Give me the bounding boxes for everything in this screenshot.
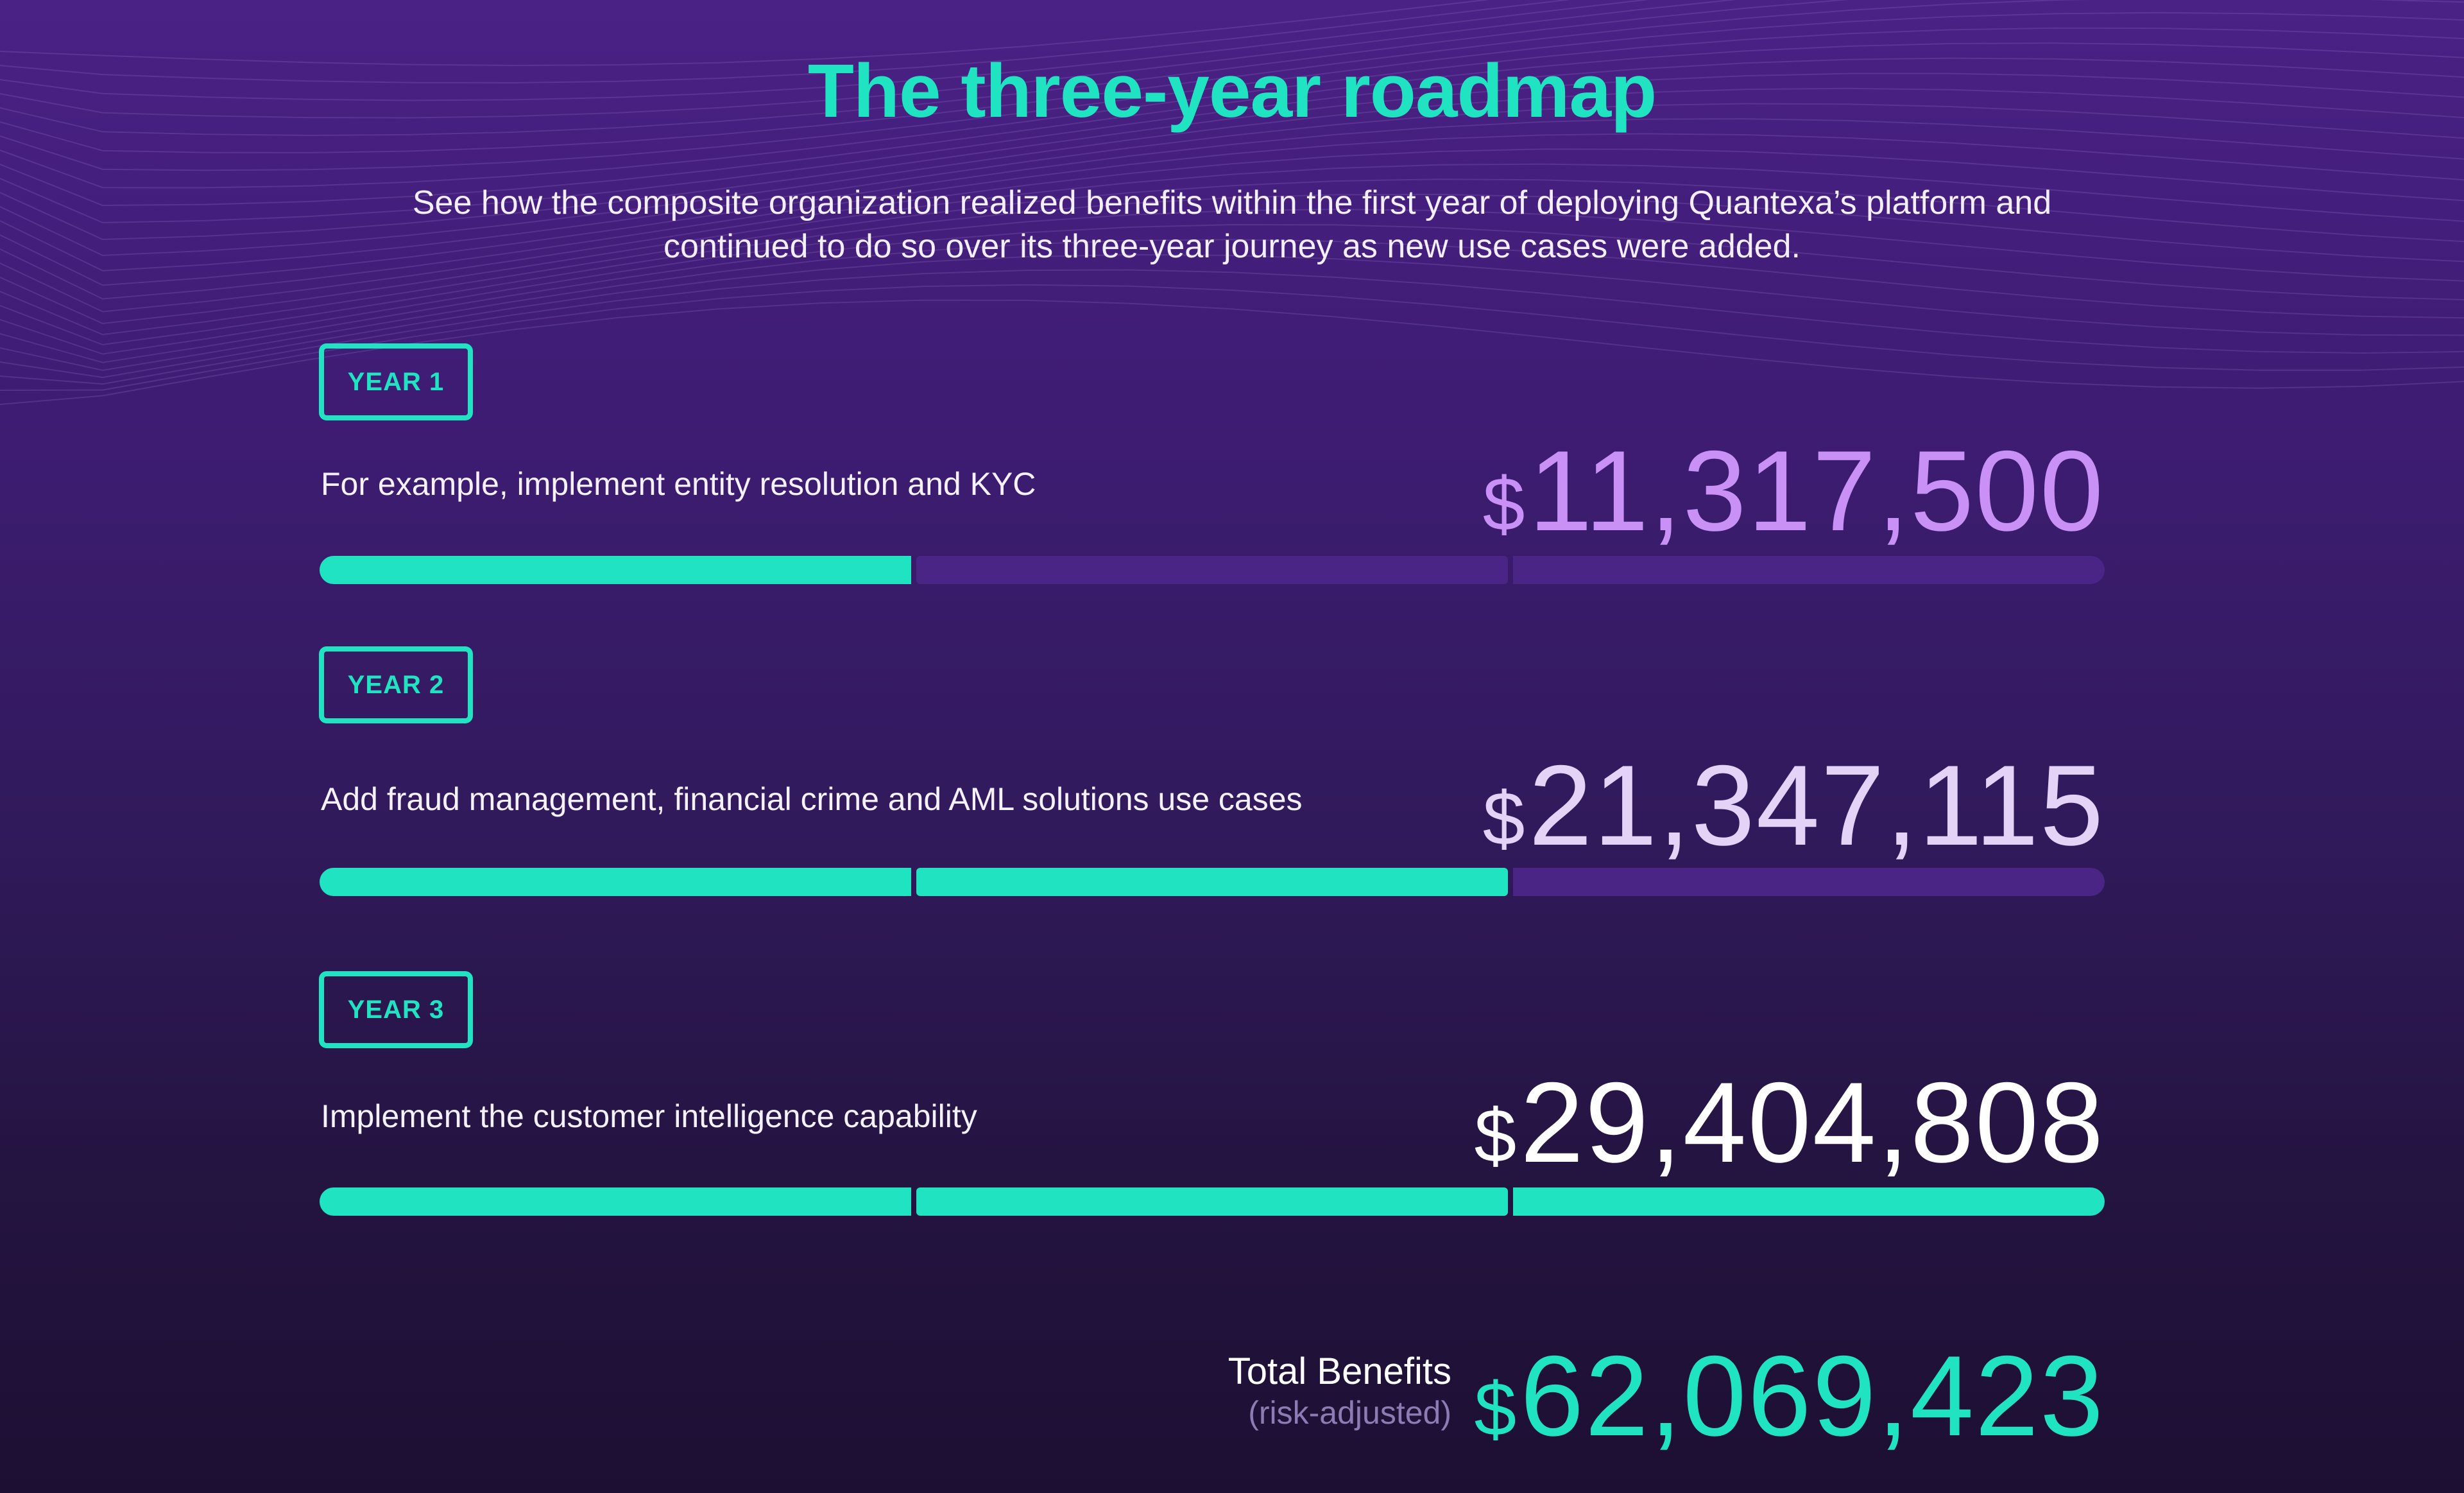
progress-segment-2 <box>916 868 1508 896</box>
progress-segment-3 <box>1513 868 2105 896</box>
year-3-amount: $ 29,404,808 <box>1474 1066 2105 1180</box>
progress-segment-2 <box>916 1187 1508 1216</box>
year-3-progress-bar <box>320 1187 2105 1216</box>
year-3-description: Implement the customer intelligence capa… <box>321 1098 977 1134</box>
year-3-badge: YEAR 3 <box>319 971 473 1048</box>
currency-symbol: $ <box>1482 777 1525 861</box>
progress-segment-1 <box>320 556 911 584</box>
year-2-badge: YEAR 2 <box>319 646 473 723</box>
year-2-progress-bar <box>320 868 2105 896</box>
year-1-progress-bar <box>320 556 2105 584</box>
total-benefits-label: Total Benefits (risk-adjusted) <box>1228 1351 1451 1432</box>
total-benefits-amount: $ 62,069,423 <box>1474 1339 2105 1453</box>
total-benefits-title: Total Benefits <box>1228 1351 1451 1392</box>
amount-value: 11,317,500 <box>1528 427 2105 555</box>
amount-value: 21,347,115 <box>1528 741 2105 869</box>
currency-symbol: $ <box>1482 462 1525 547</box>
page-title: The three-year roadmap <box>807 49 1657 134</box>
year-2-description: Add fraud management, financial crime an… <box>321 781 1303 817</box>
year-1-description: For example, implement entity resolution… <box>321 466 1036 502</box>
year-1-badge: YEAR 1 <box>319 343 473 420</box>
progress-segment-3 <box>1513 1187 2105 1216</box>
currency-symbol: $ <box>1474 1367 1517 1452</box>
amount-value: 29,404,808 <box>1520 1058 2105 1186</box>
total-benefits-sublabel: (risk-adjusted) <box>1248 1394 1451 1431</box>
currency-symbol: $ <box>1474 1094 1517 1178</box>
year-1-amount: $ 11,317,500 <box>1483 434 2105 548</box>
progress-segment-2 <box>916 556 1508 584</box>
progress-segment-1 <box>320 1187 911 1216</box>
page-subtitle: See how the composite organization reali… <box>412 184 2052 265</box>
progress-segment-1 <box>320 868 911 896</box>
progress-segment-3 <box>1513 556 2105 584</box>
year-2-amount: $ 21,347,115 <box>1483 748 2105 863</box>
amount-value: 62,069,423 <box>1520 1332 2105 1460</box>
